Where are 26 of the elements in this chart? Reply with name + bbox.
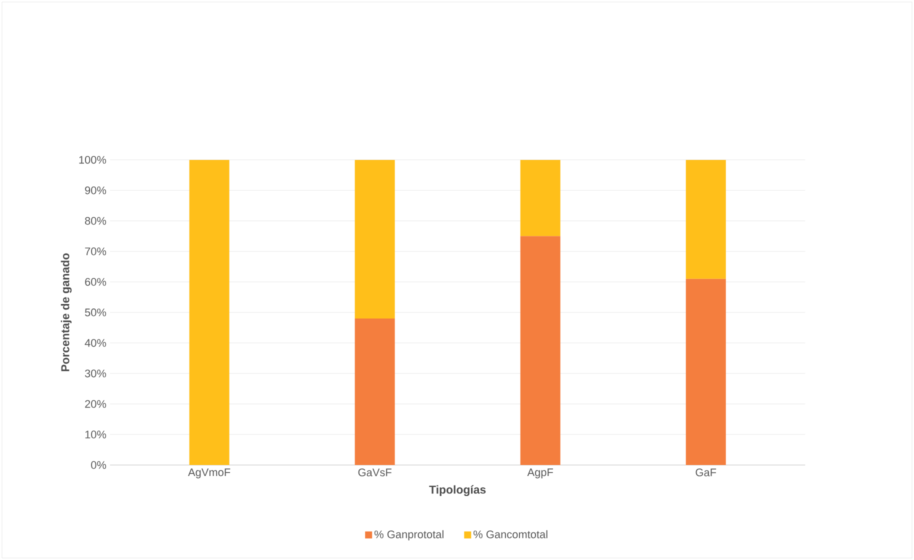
x-tick-label: AgpF bbox=[527, 468, 553, 478]
x-axis-title: Tipologías bbox=[429, 485, 486, 496]
y-tick-label: 30% bbox=[84, 370, 106, 378]
bar bbox=[520, 236, 560, 465]
y-tick-label: 70% bbox=[85, 248, 106, 256]
x-tick-label: AgVmoF bbox=[188, 468, 230, 478]
bar bbox=[354, 160, 395, 319]
legend-label: % Gancomtotal bbox=[474, 530, 548, 538]
y-tick-label: 100% bbox=[79, 156, 106, 164]
y-tick-label: 40% bbox=[84, 339, 106, 347]
y-tick-label: 10% bbox=[85, 430, 106, 438]
y-tick-label: 80% bbox=[85, 216, 106, 225]
bar bbox=[189, 160, 230, 465]
x-tick-label: GaF bbox=[696, 468, 716, 476]
y-axis-title: Porcentaje de ganado bbox=[60, 253, 72, 372]
bar bbox=[686, 160, 726, 279]
bar bbox=[354, 318, 395, 465]
bar bbox=[686, 278, 726, 465]
y-tick-label: 90% bbox=[85, 186, 106, 194]
y-tick-label: 20% bbox=[85, 400, 106, 408]
y-tick-label: 50% bbox=[84, 308, 106, 316]
y-tick-label: 60% bbox=[85, 278, 106, 286]
bar bbox=[520, 160, 560, 236]
y-tick-label: 0% bbox=[91, 461, 106, 469]
legend-label: % Ganprototal bbox=[374, 530, 444, 540]
x-tick-label: GaVsF bbox=[358, 468, 392, 476]
